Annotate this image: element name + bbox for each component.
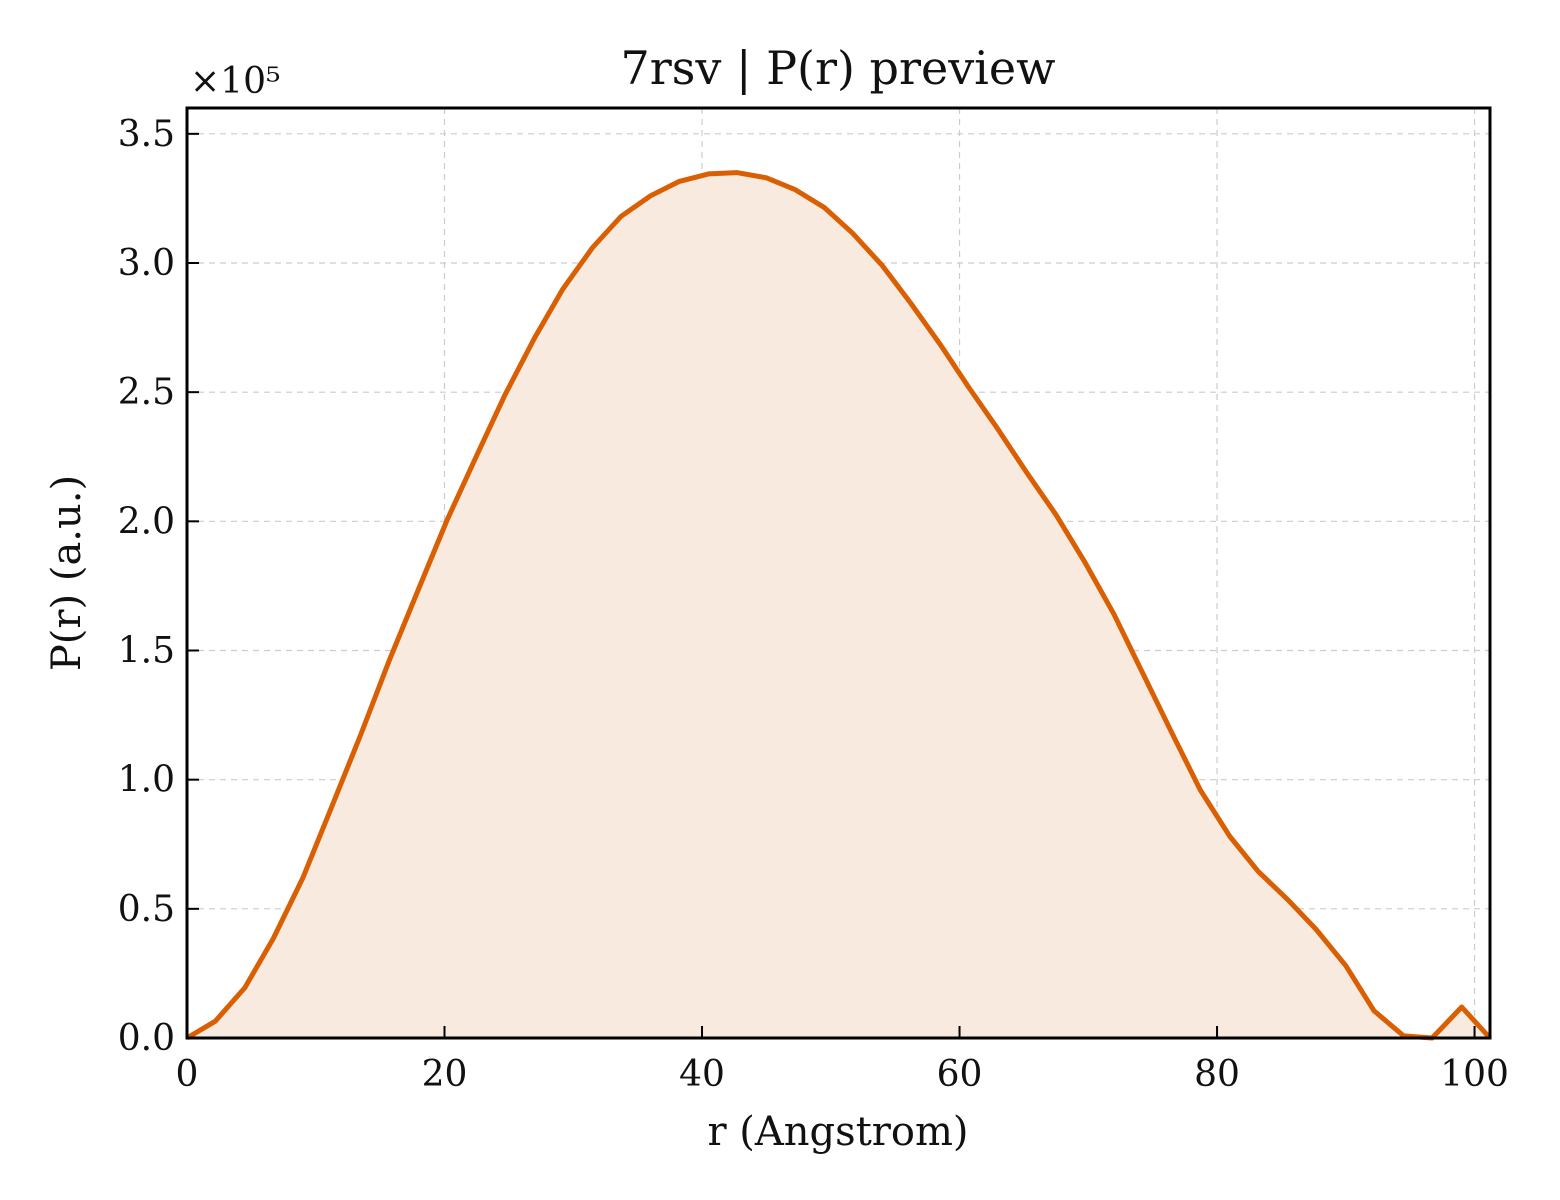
x-tick-label: 100 bbox=[1440, 1054, 1509, 1095]
x-tick-label: 20 bbox=[422, 1054, 468, 1095]
y-tick-label: 2.5 bbox=[118, 372, 175, 413]
y-tick-label: 0.5 bbox=[118, 889, 175, 930]
y-tick-label: 1.5 bbox=[118, 631, 175, 672]
y-tick-label: 1.0 bbox=[118, 760, 175, 801]
x-axis-label: r (Angstrom) bbox=[707, 1109, 968, 1155]
y-tick-label: 3.0 bbox=[118, 243, 175, 284]
plot-frame bbox=[185, 106, 1492, 1040]
x-axis-ticks: 0 20 40 60 80 100 bbox=[176, 1026, 1509, 1095]
pr-area-fill bbox=[187, 172, 1490, 1039]
x-tick-label: 60 bbox=[937, 1054, 983, 1095]
pr-series-line bbox=[185, 170, 1492, 1041]
x-tick-label: 80 bbox=[1194, 1054, 1240, 1095]
y-axis-ticks: 0.0 0.5 1.0 1.5 2.0 2.5 3.0 3.5 bbox=[118, 114, 199, 1059]
y-axis-multiplier: ×10⁵ bbox=[190, 61, 280, 102]
x-tick-label: 0 bbox=[176, 1054, 199, 1095]
x-tick-label: 40 bbox=[679, 1054, 725, 1095]
y-tick-label: 0.0 bbox=[118, 1018, 175, 1059]
y-tick-label: 2.0 bbox=[118, 501, 175, 542]
chart-title: 7rsv | P(r) preview bbox=[620, 41, 1055, 95]
y-axis-label: P(r) (a.u.) bbox=[44, 475, 90, 671]
y-tick-label: 3.5 bbox=[118, 114, 175, 155]
